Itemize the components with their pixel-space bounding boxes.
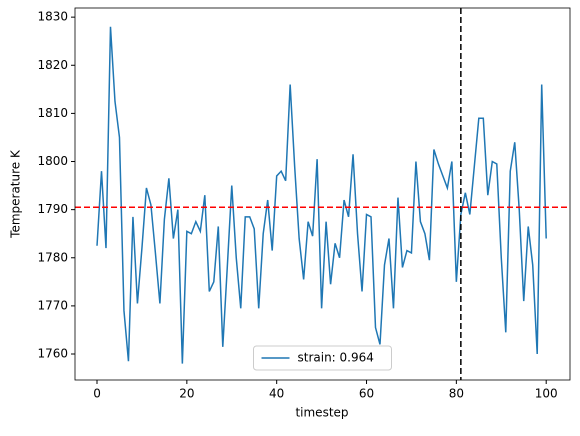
x-tick-label: 0 [93,387,101,401]
y-tick-label: 1790 [37,202,68,216]
y-tick-label: 1810 [37,106,68,120]
y-tick-label: 1830 [37,10,68,24]
y-axis-label: Temperature K [9,149,23,239]
x-tick-label: 60 [359,387,374,401]
x-tick-label: 80 [449,387,464,401]
x-tick-label: 20 [179,387,194,401]
y-tick-label: 1760 [37,347,68,361]
plot-frame [74,7,571,381]
y-tick-label: 1780 [37,250,68,264]
x-tick-label: 100 [535,387,558,401]
legend-box [253,345,392,371]
legend-label: strain: 0.964 [298,351,374,365]
data-line [96,26,547,364]
y-tick-label: 1820 [37,58,68,72]
y-tick-label: 1770 [37,298,68,312]
y-tick-label: 1800 [37,154,68,168]
x-axis-label: timestep [295,406,348,420]
x-tick-label: 40 [269,387,284,401]
